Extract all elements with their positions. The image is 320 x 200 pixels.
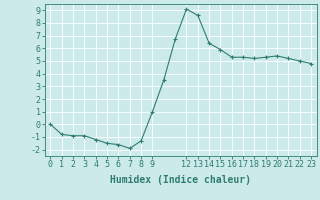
X-axis label: Humidex (Indice chaleur): Humidex (Indice chaleur) bbox=[110, 175, 251, 185]
